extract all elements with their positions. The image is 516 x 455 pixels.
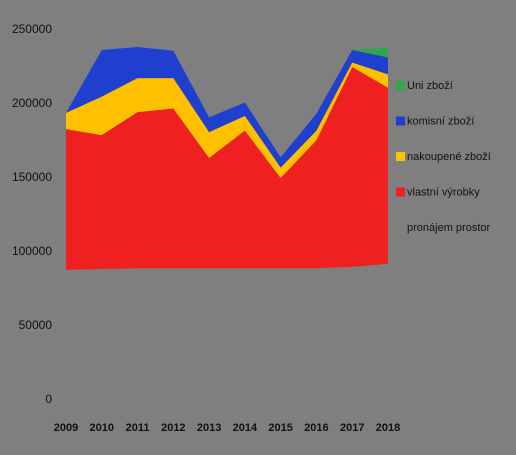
legend-label: komisní zboží	[407, 115, 474, 127]
x-tick-label: 2012	[161, 422, 185, 434]
area	[66, 263, 388, 400]
x-tick-label: 2014	[233, 422, 258, 434]
legend-label: vlastní výrobky	[407, 186, 480, 198]
y-tick-label: 50000	[19, 318, 53, 332]
x-tick-label: 2017	[340, 422, 364, 434]
x-tick-label: 2016	[304, 422, 328, 434]
legend-label: nakoupené zboží	[407, 151, 491, 163]
x-tick-label: 2010	[90, 422, 114, 434]
legend-marker	[396, 116, 405, 126]
x-tick-label: 2013	[197, 422, 221, 434]
legend-marker	[396, 81, 405, 90]
y-tick-label: 0	[45, 392, 52, 406]
x-tick-label: 2018	[376, 422, 400, 434]
legend-label: pronájem prostor	[407, 222, 490, 234]
x-tick-label: 2011	[126, 422, 150, 434]
legend-marker	[396, 223, 405, 232]
area	[66, 67, 388, 270]
area	[66, 47, 388, 168]
y-tick-label: 250000	[12, 22, 52, 36]
x-tick-label: 2009	[54, 422, 78, 434]
legend-label: Uni zboží	[407, 80, 453, 92]
legend-marker	[396, 187, 405, 197]
y-tick-label: 150000	[12, 170, 52, 184]
legend-marker	[396, 152, 405, 161]
y-tick-label: 200000	[12, 96, 52, 110]
area	[66, 62, 388, 179]
y-tick-label: 100000	[12, 244, 52, 258]
x-tick-label: 2015	[268, 422, 292, 434]
